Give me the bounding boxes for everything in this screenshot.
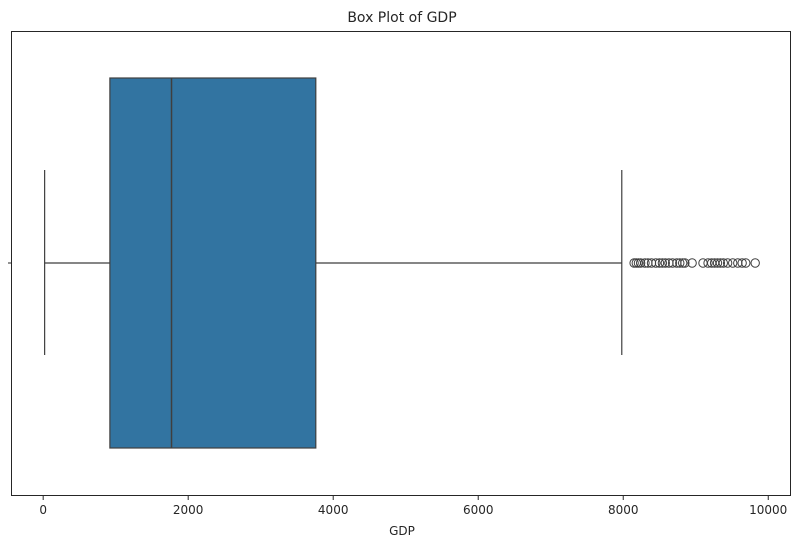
- x-tick-label: 4000: [318, 503, 349, 517]
- outlier-point: [712, 258, 723, 268]
- outlier-point: [629, 258, 639, 268]
- x-axis-label: GDP: [389, 524, 415, 538]
- outlier-point: [675, 258, 685, 268]
- outlier-point: [657, 258, 668, 268]
- x-tick-label: 8000: [608, 503, 639, 517]
- plot-area: [44, 77, 760, 449]
- outlier-point: [640, 258, 650, 268]
- outlier-point: [633, 258, 644, 268]
- x-tick-label: 6000: [463, 503, 494, 517]
- outlier-point: [667, 258, 678, 268]
- outlier-point: [728, 258, 738, 268]
- chart-title: Box Plot of GDP: [347, 10, 456, 26]
- x-tick-label: 2000: [173, 503, 204, 517]
- outlier-point: [737, 258, 747, 268]
- x-tick-label: 0: [39, 503, 47, 517]
- outlier-point: [722, 258, 733, 268]
- outlier-point: [718, 258, 728, 268]
- outlier-point: [698, 258, 708, 268]
- outlier-point: [741, 258, 751, 268]
- outlier-point: [750, 258, 760, 268]
- outlier-point: [660, 258, 670, 268]
- x-tick-label: 10000: [749, 503, 787, 517]
- outlier-point: [654, 258, 665, 268]
- x-axis: 0 2000 4000 6000 8000 10000: [8, 262, 787, 517]
- outlier-point: [687, 258, 697, 268]
- outlier-point: [680, 258, 690, 268]
- iqr-box: [109, 77, 317, 449]
- outlier-point: [703, 258, 713, 268]
- outlier-point: [677, 258, 688, 268]
- outlier-point: [715, 258, 726, 268]
- outlier-point: [635, 258, 646, 268]
- outlier-point: [651, 258, 661, 268]
